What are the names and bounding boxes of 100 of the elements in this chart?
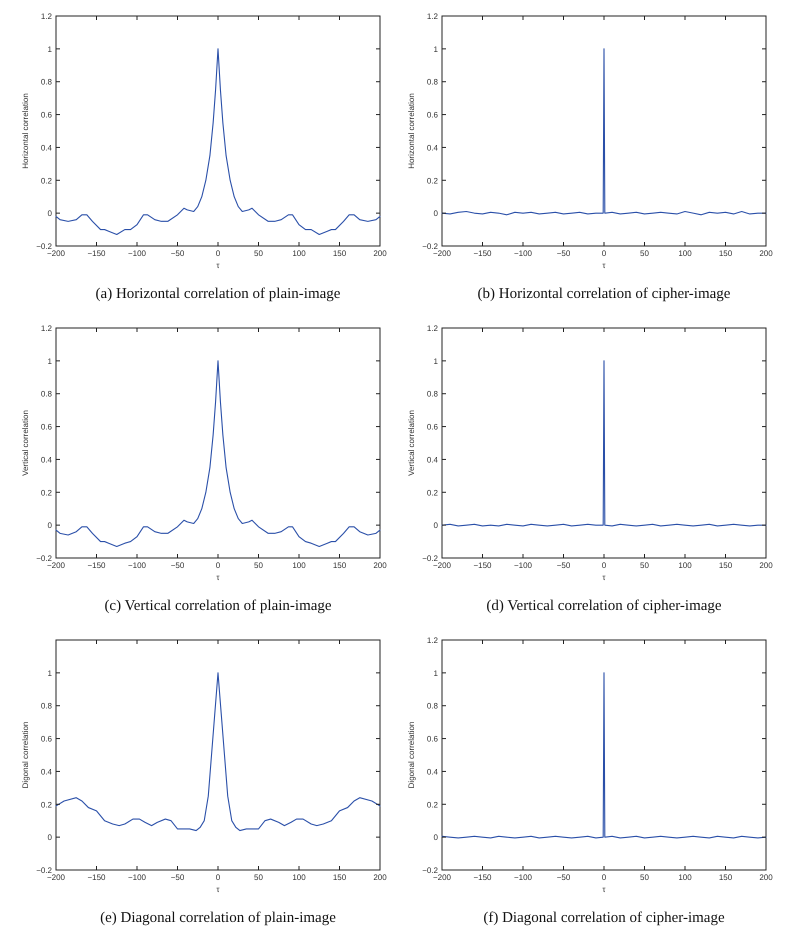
x-tick-label: 50	[640, 873, 650, 882]
x-tick-label: 150	[718, 561, 733, 570]
y-tick-label: 0.2	[40, 488, 53, 498]
y-tick-label: 0	[48, 209, 53, 218]
x-tick-label: −50	[556, 249, 571, 258]
y-tick-label: 0	[434, 209, 439, 218]
y-tick-label: 0.6	[426, 110, 439, 120]
y-tick-label: −0.2	[422, 242, 439, 251]
x-tick-label: 0	[216, 873, 221, 882]
x-tick-label: 100	[678, 873, 692, 882]
y-tick-label: 0.6	[426, 734, 439, 744]
x-tick-label: −100	[128, 873, 147, 882]
x-tick-label: 100	[678, 561, 692, 570]
text: (f) Diagonal correlation of cipher-image	[483, 910, 725, 926]
x-tick-label: 200	[759, 561, 774, 570]
y-tick-label: 1	[48, 44, 53, 54]
y-tick-label: 0.2	[40, 800, 53, 810]
y-tick-label: 1	[434, 44, 439, 54]
x-tick-label: −200	[46, 249, 66, 258]
x-tick-label: −200	[432, 561, 452, 570]
x-tick-label: 100	[292, 873, 306, 882]
line-series	[441, 672, 767, 839]
y-tick-label: 0	[434, 521, 439, 530]
x-tick-label: 0	[602, 873, 607, 882]
y-tick-label: 0	[48, 833, 53, 842]
y-tick-label: 0.6	[40, 110, 53, 120]
text: (b) Horizontal correlation of cipher-image	[478, 286, 731, 302]
x-tick-label: −50	[170, 249, 185, 258]
y-tick-label: 1	[434, 668, 439, 678]
y-tick-label: 0.2	[426, 176, 439, 186]
x-tick-label: −150	[87, 873, 106, 882]
text: (a) Horizontal correlation of plain-image	[96, 286, 341, 302]
x-tick-label: −150	[473, 873, 492, 882]
x-tick-label: −150	[473, 561, 492, 570]
y-tick-label: 0.6	[40, 422, 53, 432]
y-tick-label: 0.2	[40, 176, 53, 186]
y-tick-label: 0.4	[40, 143, 53, 152]
x-tick-label: 150	[332, 873, 347, 882]
y-tick-label: 1.2	[40, 12, 53, 21]
y-tick-label: 1.2	[426, 636, 439, 645]
x-tick-label: −100	[514, 249, 533, 258]
y-axis-title: Horizontal correlation	[21, 93, 30, 169]
y-tick-label: 0.8	[426, 78, 439, 87]
y-tick-label: −0.2	[422, 866, 439, 875]
x-tick-label: 50	[640, 561, 650, 570]
x-tick-label: −150	[87, 249, 106, 258]
x-tick-label: 150	[332, 249, 347, 258]
x-tick-label: −150	[473, 249, 492, 258]
x-tick-label: 50	[640, 249, 650, 258]
line-series	[441, 48, 767, 216]
y-tick-label: 0.4	[426, 455, 439, 464]
x-tick-label: −100	[514, 561, 533, 570]
y-tick-label: 0.4	[426, 143, 439, 152]
x-axis-title: τ	[602, 885, 606, 894]
x-tick-label: 0	[602, 561, 607, 570]
x-tick-label: 100	[292, 561, 306, 570]
x-tick-label: −100	[514, 873, 533, 882]
x-tick-label: −50	[556, 873, 571, 882]
line-series	[55, 360, 381, 548]
line-series	[55, 672, 381, 832]
x-tick-label: 200	[373, 561, 388, 570]
x-tick-label: 200	[373, 249, 388, 258]
text: (c) Vertical correlation of plain-image	[104, 598, 332, 614]
x-tick-label: 0	[216, 249, 221, 258]
x-axis-title: τ	[216, 573, 220, 582]
x-axis-title: τ	[216, 885, 220, 894]
y-tick-label: 0.8	[40, 390, 53, 399]
x-tick-label: 150	[718, 249, 733, 258]
x-tick-label: −200	[46, 873, 66, 882]
x-tick-label: 50	[254, 561, 264, 570]
text: (e) Diagonal correlation of plain-image	[100, 910, 336, 926]
y-tick-label: 0.6	[40, 734, 53, 744]
y-tick-label: 0	[48, 521, 53, 530]
line-series	[441, 360, 767, 527]
x-tick-label: 0	[602, 249, 607, 258]
y-tick-label: −0.2	[36, 554, 53, 563]
y-tick-label: 0.6	[426, 422, 439, 432]
y-tick-label: 0.4	[426, 767, 439, 776]
y-tick-label: 0.4	[40, 455, 53, 464]
x-tick-label: 150	[332, 561, 347, 570]
y-tick-label: −0.2	[36, 242, 53, 251]
y-tick-label: 0.8	[40, 78, 53, 87]
y-axis-title: Digonal correlation	[407, 722, 416, 788]
x-tick-label: −50	[556, 561, 571, 570]
line-series	[55, 48, 381, 236]
y-tick-label: 0	[434, 833, 439, 842]
y-tick-label: 0.8	[426, 702, 439, 711]
x-tick-label: 50	[254, 873, 264, 882]
y-tick-label: 0.2	[426, 800, 439, 810]
x-tick-label: 200	[759, 249, 774, 258]
text: (d) Vertical correlation of cipher-image	[486, 598, 722, 614]
y-tick-label: 1.2	[40, 324, 53, 333]
y-tick-label: 0.4	[40, 767, 53, 776]
x-axis-title: τ	[602, 573, 606, 582]
y-tick-label: 1	[434, 356, 439, 366]
y-axis-title: Digonal correlation	[21, 722, 30, 788]
y-axis-title: Horizontal correlation	[407, 93, 416, 169]
x-tick-label: 200	[759, 873, 774, 882]
y-tick-label: 1.2	[426, 12, 439, 21]
y-tick-label: 1.2	[426, 324, 439, 333]
